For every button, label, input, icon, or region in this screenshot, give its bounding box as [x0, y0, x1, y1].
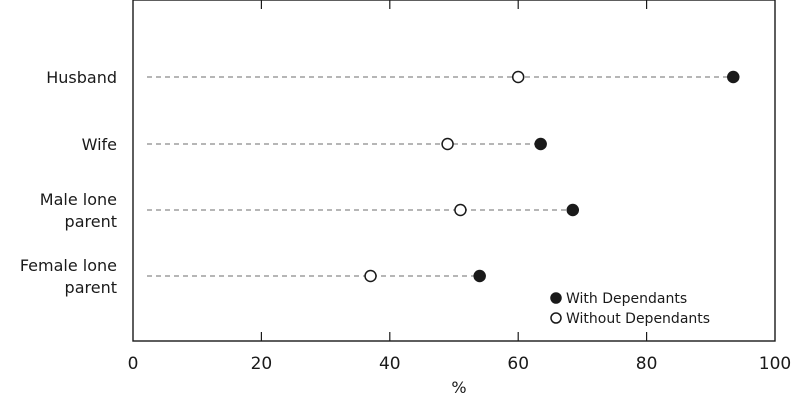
legend: With Dependants Without Dependants: [550, 291, 710, 327]
legend-filled-marker: [550, 292, 562, 304]
x-tick-label-20: 20: [251, 354, 273, 374]
x-axis-title: %: [451, 378, 466, 397]
category-label: Female lone parent: [20, 256, 117, 297]
data-points: [364, 70, 740, 283]
with-dependants-point-2: [566, 203, 580, 217]
x-tick-label-100: 100: [759, 354, 791, 374]
category-label-line: parent: [65, 212, 117, 231]
category-label-line: Wife: [82, 135, 117, 154]
category-label: Husband: [46, 68, 117, 87]
category-label-line: Male lone: [40, 190, 117, 209]
legend-label: With Dependants: [566, 291, 687, 307]
category-label-line: Female lone: [20, 256, 117, 275]
category-label: Wife: [82, 135, 117, 154]
bottom-tick-marks: [260, 332, 648, 341]
with-dependants-point-3: [473, 269, 486, 283]
without-dependants-point-2: [454, 203, 467, 217]
category-label-line: parent: [65, 278, 117, 297]
without-dependants-point-3: [364, 269, 377, 283]
x-tick-labels: 0 20 40 60 80 100: [128, 354, 792, 374]
x-tick-label-60: 60: [507, 354, 529, 374]
x-tick-label-0: 0: [128, 354, 139, 374]
category-labels: Husband Wife Male lone parent Female lone par…: [20, 68, 117, 297]
category-label: Male lone parent: [40, 190, 117, 231]
without-dependants-point-1: [441, 137, 454, 151]
x-tick-label-80: 80: [636, 354, 658, 374]
with-dependants-point-1: [534, 137, 547, 151]
without-dependants-point-0: [511, 70, 525, 84]
legend-open-marker: [550, 312, 562, 324]
top-tick-marks: [260, 0, 648, 9]
legend-label: Without Dependants: [566, 311, 710, 327]
plot-frame: [132, 0, 776, 342]
with-dependants-point-0: [727, 70, 740, 84]
category-label-line: Husband: [46, 68, 117, 87]
category-guide-lines: [147, 76, 734, 277]
x-tick-label-40: 40: [379, 354, 401, 374]
